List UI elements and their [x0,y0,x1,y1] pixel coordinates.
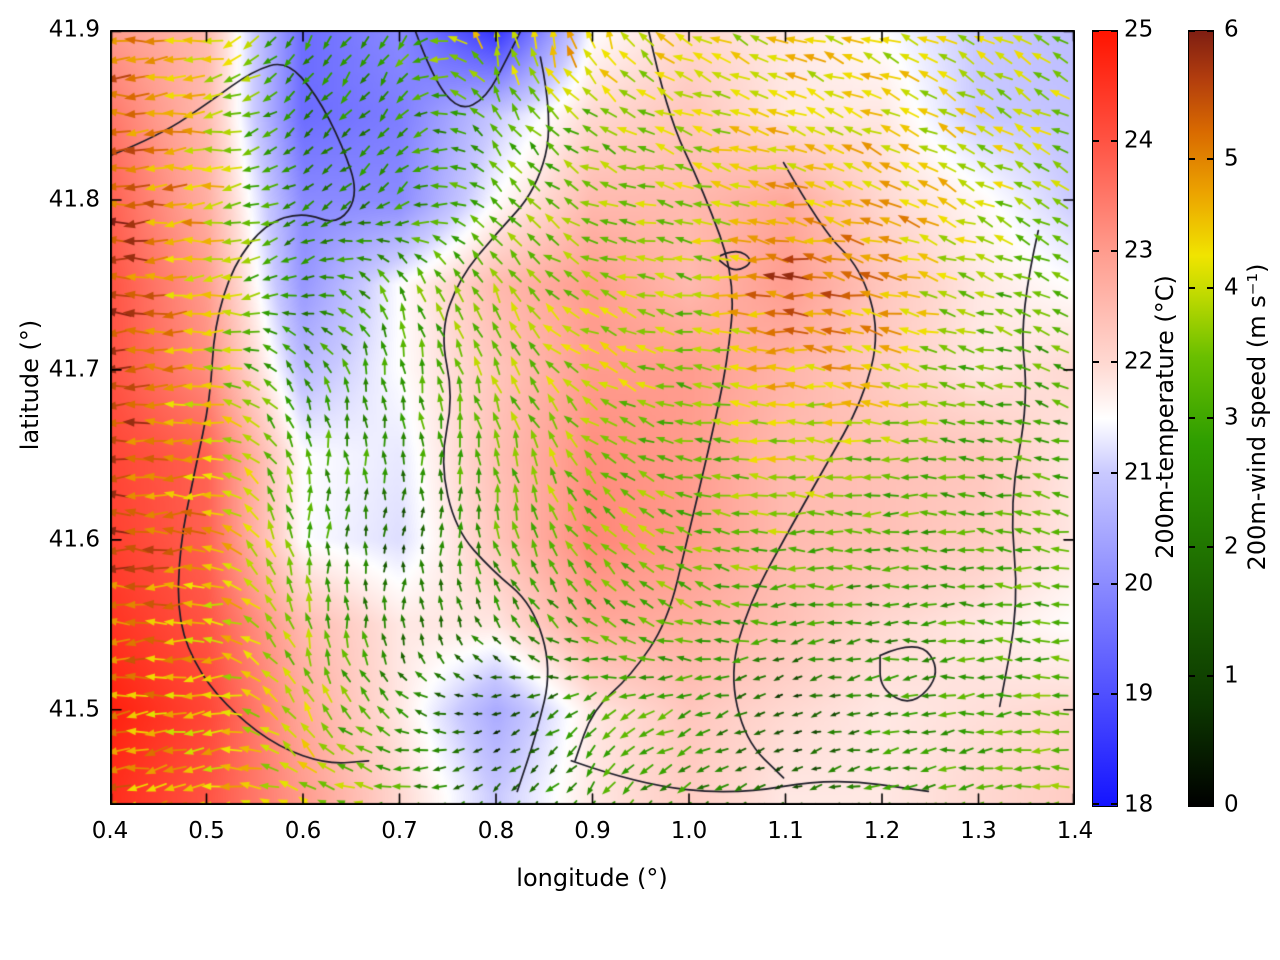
temperature-colorbar [1092,30,1118,807]
temperature-colorbar-tick-label: 22 [1124,348,1154,375]
temperature-colorbar-tick-label: 18 [1124,791,1154,818]
wind-colorbar-tick-mark [1207,287,1213,290]
wind-colorbar-tick-mark [1207,158,1213,161]
temperature-colorbar-tick-mark [1111,139,1117,142]
wind-colorbar-tick-mark [1207,30,1213,32]
wind-colorbar-tick-label: 5 [1224,145,1239,172]
x-tick-label: 1.3 [960,818,997,844]
wind-colorbar-tick-mark [1189,158,1195,161]
temperature-colorbar-tick-mark [1093,693,1099,696]
wind-colorbar-tick-label: 2 [1224,533,1239,560]
temperature-colorbar-tick-mark [1093,803,1099,805]
x-tick-label: 0.9 [574,818,611,844]
y-tick-label: 41.8 [48,186,100,213]
plot-canvas [110,30,1075,805]
temperature-colorbar-tick-mark [1111,803,1117,805]
wind-colorbar-tick-label: 1 [1224,662,1239,689]
wind-colorbar-tick-mark [1207,674,1213,677]
y-tick-label: 41.5 [48,696,100,723]
y-tick-label: 41.9 [48,16,100,43]
x-tick-label: 0.4 [91,818,129,844]
wind-colorbar-tick-mark [1189,545,1195,548]
temperature-colorbar-tick-mark [1093,361,1099,364]
x-tick-label: 0.8 [477,818,515,844]
temperature-colorbar-tick-mark [1111,582,1117,585]
x-tick-label: 1.1 [767,818,804,844]
temperature-colorbar-tick-mark [1111,471,1117,474]
wind-colorbar-tick-mark [1189,674,1195,677]
x-tick-label: 1.4 [1056,818,1094,844]
temperature-colorbar-tick-label: 21 [1124,459,1154,486]
y-tick-label: 41.7 [48,356,100,383]
temperature-colorbar-tick-mark [1093,582,1099,585]
temperature-colorbar-tick-label: 24 [1124,127,1154,154]
x-tick-label: 0.5 [188,818,225,844]
wind-colorbar-tick-mark [1189,30,1195,32]
temperature-colorbar-tick-mark [1093,139,1099,142]
temperature-colorbar-tick-mark [1111,250,1117,253]
wind-colorbar-tick-mark [1207,416,1213,419]
x-axis-title: longitude (°) [516,864,668,892]
x-tick-label: 0.7 [381,818,418,844]
wind-colorbar [1188,30,1214,807]
y-tick-label: 41.6 [48,526,100,553]
x-tick-label: 1.2 [863,818,901,844]
temperature-colorbar-title: 200m-temperature (°C) [1151,275,1179,559]
temperature-colorbar-tick-label: 19 [1124,680,1154,707]
x-tick-label: 1.0 [670,818,708,844]
temperature-colorbar-tick-mark [1093,250,1099,253]
temperature-colorbar-tick-label: 20 [1124,570,1154,597]
wind-colorbar-tick-mark [1189,416,1195,419]
temperature-colorbar-tick-label: 25 [1124,16,1154,43]
wind-colorbar-tick-mark [1207,803,1213,805]
temperature-colorbar-tick-mark [1111,30,1117,32]
wind-colorbar-tick-mark [1189,803,1195,805]
wind-colorbar-tick-label: 6 [1224,16,1239,43]
wind-colorbar-tick-label: 4 [1224,274,1239,301]
wind-colorbar-tick-mark [1207,545,1213,548]
wind-colorbar-tick-label: 3 [1224,404,1239,430]
temperature-colorbar-tick-mark [1111,361,1117,364]
x-tick-label: 0.6 [284,818,322,844]
y-axis-title: latitude (°) [16,319,44,451]
temperature-colorbar-tick-mark [1111,693,1117,696]
temperature-colorbar-tick-mark [1093,30,1099,32]
wind-colorbar-tick-label: 0 [1224,791,1239,818]
temperature-colorbar-tick-mark [1093,471,1099,474]
wind-colorbar-tick-mark [1189,287,1195,290]
temperature-colorbar-tick-label: 23 [1124,237,1154,264]
wind-colorbar-title: 200m-wind speed (m s⁻¹) [1243,263,1271,571]
